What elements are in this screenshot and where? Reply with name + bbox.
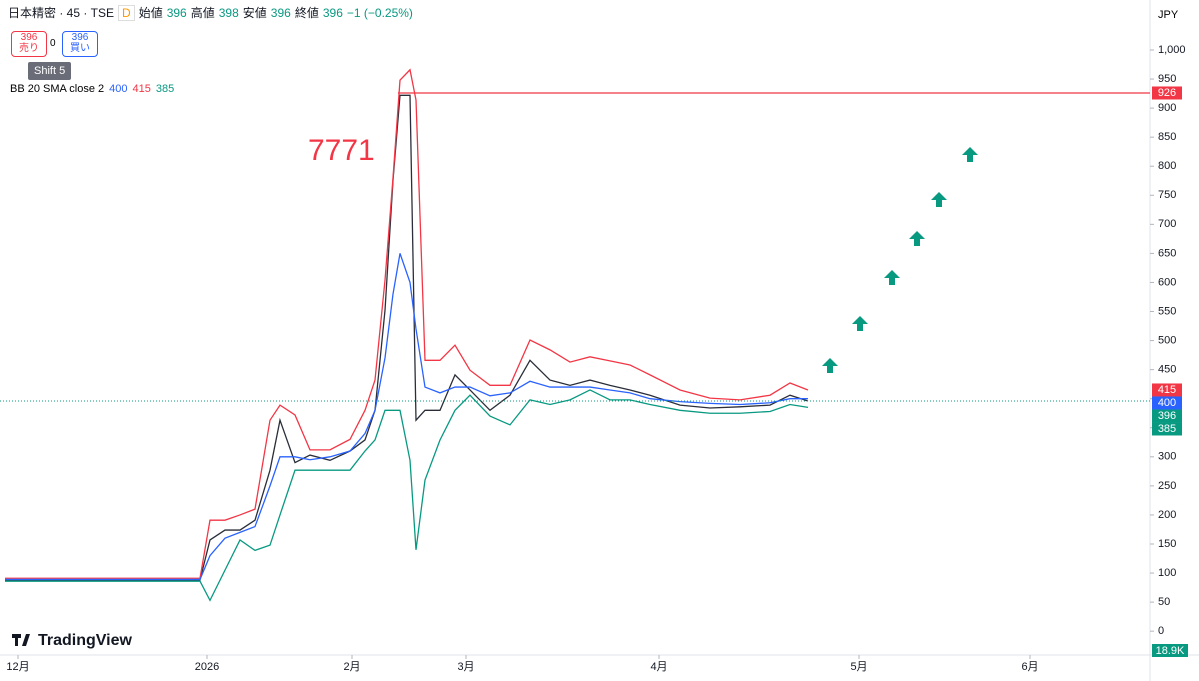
indicator-basis: 400 <box>109 83 128 95</box>
sell-price: 396 <box>20 32 38 43</box>
y-tick-label: 50 <box>1158 596 1170 608</box>
indicator-legend: BB 20 SMA close 2 400 415 385 <box>10 83 174 95</box>
brand-logo <box>12 634 30 646</box>
arrow <box>962 147 978 162</box>
x-tick-label: 12月 <box>6 661 29 673</box>
y-tick-label: 250 <box>1158 480 1176 492</box>
low-label: 安値 <box>242 6 267 20</box>
annotation: 7771 <box>308 134 375 167</box>
price-label-box <box>1152 383 1182 397</box>
buy-label: 買い <box>70 43 90 54</box>
volume-label-box <box>1152 644 1188 657</box>
price-label-box <box>1152 396 1182 410</box>
brand: TradingView <box>38 632 133 649</box>
arrow <box>852 316 868 331</box>
price-label-box <box>1152 86 1182 100</box>
x-tick-label: 2月 <box>343 661 360 673</box>
y-tick-label: 700 <box>1158 218 1176 230</box>
y-tick-label: 850 <box>1158 131 1176 143</box>
y-tick-label: 900 <box>1158 102 1176 114</box>
y-tick-label: 950 <box>1158 73 1176 85</box>
price-label: 926 <box>1158 87 1176 99</box>
series-line <box>5 389 809 602</box>
legend-row: 日本精密 · 45 · TSE D 始値 396 高値 398 安値 396 終値 39… <box>8 4 413 21</box>
high: 398 <box>218 5 239 20</box>
x-tick-label: 6月 <box>1021 661 1038 673</box>
close-label: 終値 <box>294 6 319 20</box>
y-tick-label: 1,000 <box>1158 44 1186 56</box>
price-label: 396 <box>1158 410 1176 422</box>
x-tick-label: 5月 <box>850 661 867 673</box>
arrow <box>931 192 947 207</box>
y-tick-label: 500 <box>1158 334 1176 346</box>
indicator-name: BB 20 SMA close 2 <box>10 83 105 95</box>
y-tick-label: 100 <box>1158 567 1176 579</box>
arrow <box>909 231 925 246</box>
close: 396 <box>322 5 343 20</box>
y-tick-label: 200 <box>1158 509 1176 521</box>
tooltip: Shift 5 <box>28 62 72 80</box>
open: 396 <box>166 5 187 20</box>
y-tick-label: 150 <box>1158 538 1176 550</box>
currency[interactable]: JPY <box>1158 9 1179 21</box>
price-label-box <box>1152 409 1182 423</box>
price-label: 400 <box>1158 397 1176 409</box>
y-tick-label: 450 <box>1158 364 1176 376</box>
y-tick-label: 600 <box>1158 276 1176 288</box>
sell-label: 売り <box>19 43 39 54</box>
indicator-lower: 385 <box>155 83 175 95</box>
y-tick-label: 550 <box>1158 305 1176 317</box>
buy-price: 396 <box>71 32 89 43</box>
series-line <box>5 94 809 581</box>
tooltip-key: Shift <box>34 65 57 77</box>
x-tick-label: 4月 <box>650 661 667 673</box>
y-tick-label: 650 <box>1158 247 1176 259</box>
spread: 0 <box>50 38 56 49</box>
y-tick-label: 750 <box>1158 189 1176 201</box>
tooltip-num: 5 <box>59 65 66 77</box>
x-tick-label: 2026 <box>195 661 219 673</box>
buy-button[interactable]: 396 買い <box>62 31 98 57</box>
sell-button[interactable]: 396 売り <box>11 31 47 57</box>
arrows <box>822 147 978 373</box>
volume-label: 18.9K <box>1156 645 1185 657</box>
y-tick-label: 300 <box>1158 451 1176 463</box>
series-line <box>5 253 808 581</box>
price-label-box <box>1152 422 1182 436</box>
change: −1 (−0.25%) <box>346 5 413 20</box>
high-label: 高値 <box>190 6 215 20</box>
y-tick-label: 800 <box>1158 160 1176 172</box>
arrow <box>822 358 838 373</box>
series-line <box>5 68 809 579</box>
y-tick-label: 0 <box>1158 625 1164 637</box>
flag: D <box>118 4 135 21</box>
indicator-upper: 415 <box>132 83 151 95</box>
arrow <box>884 270 900 285</box>
price-label: 415 <box>1158 384 1176 396</box>
symbol: 日本精密 · 45 · TSE <box>8 6 115 20</box>
price-label: 385 <box>1158 423 1176 435</box>
low: 396 <box>270 5 291 20</box>
open-label: 始値 <box>138 6 163 20</box>
x-tick-label: 3月 <box>457 661 474 673</box>
